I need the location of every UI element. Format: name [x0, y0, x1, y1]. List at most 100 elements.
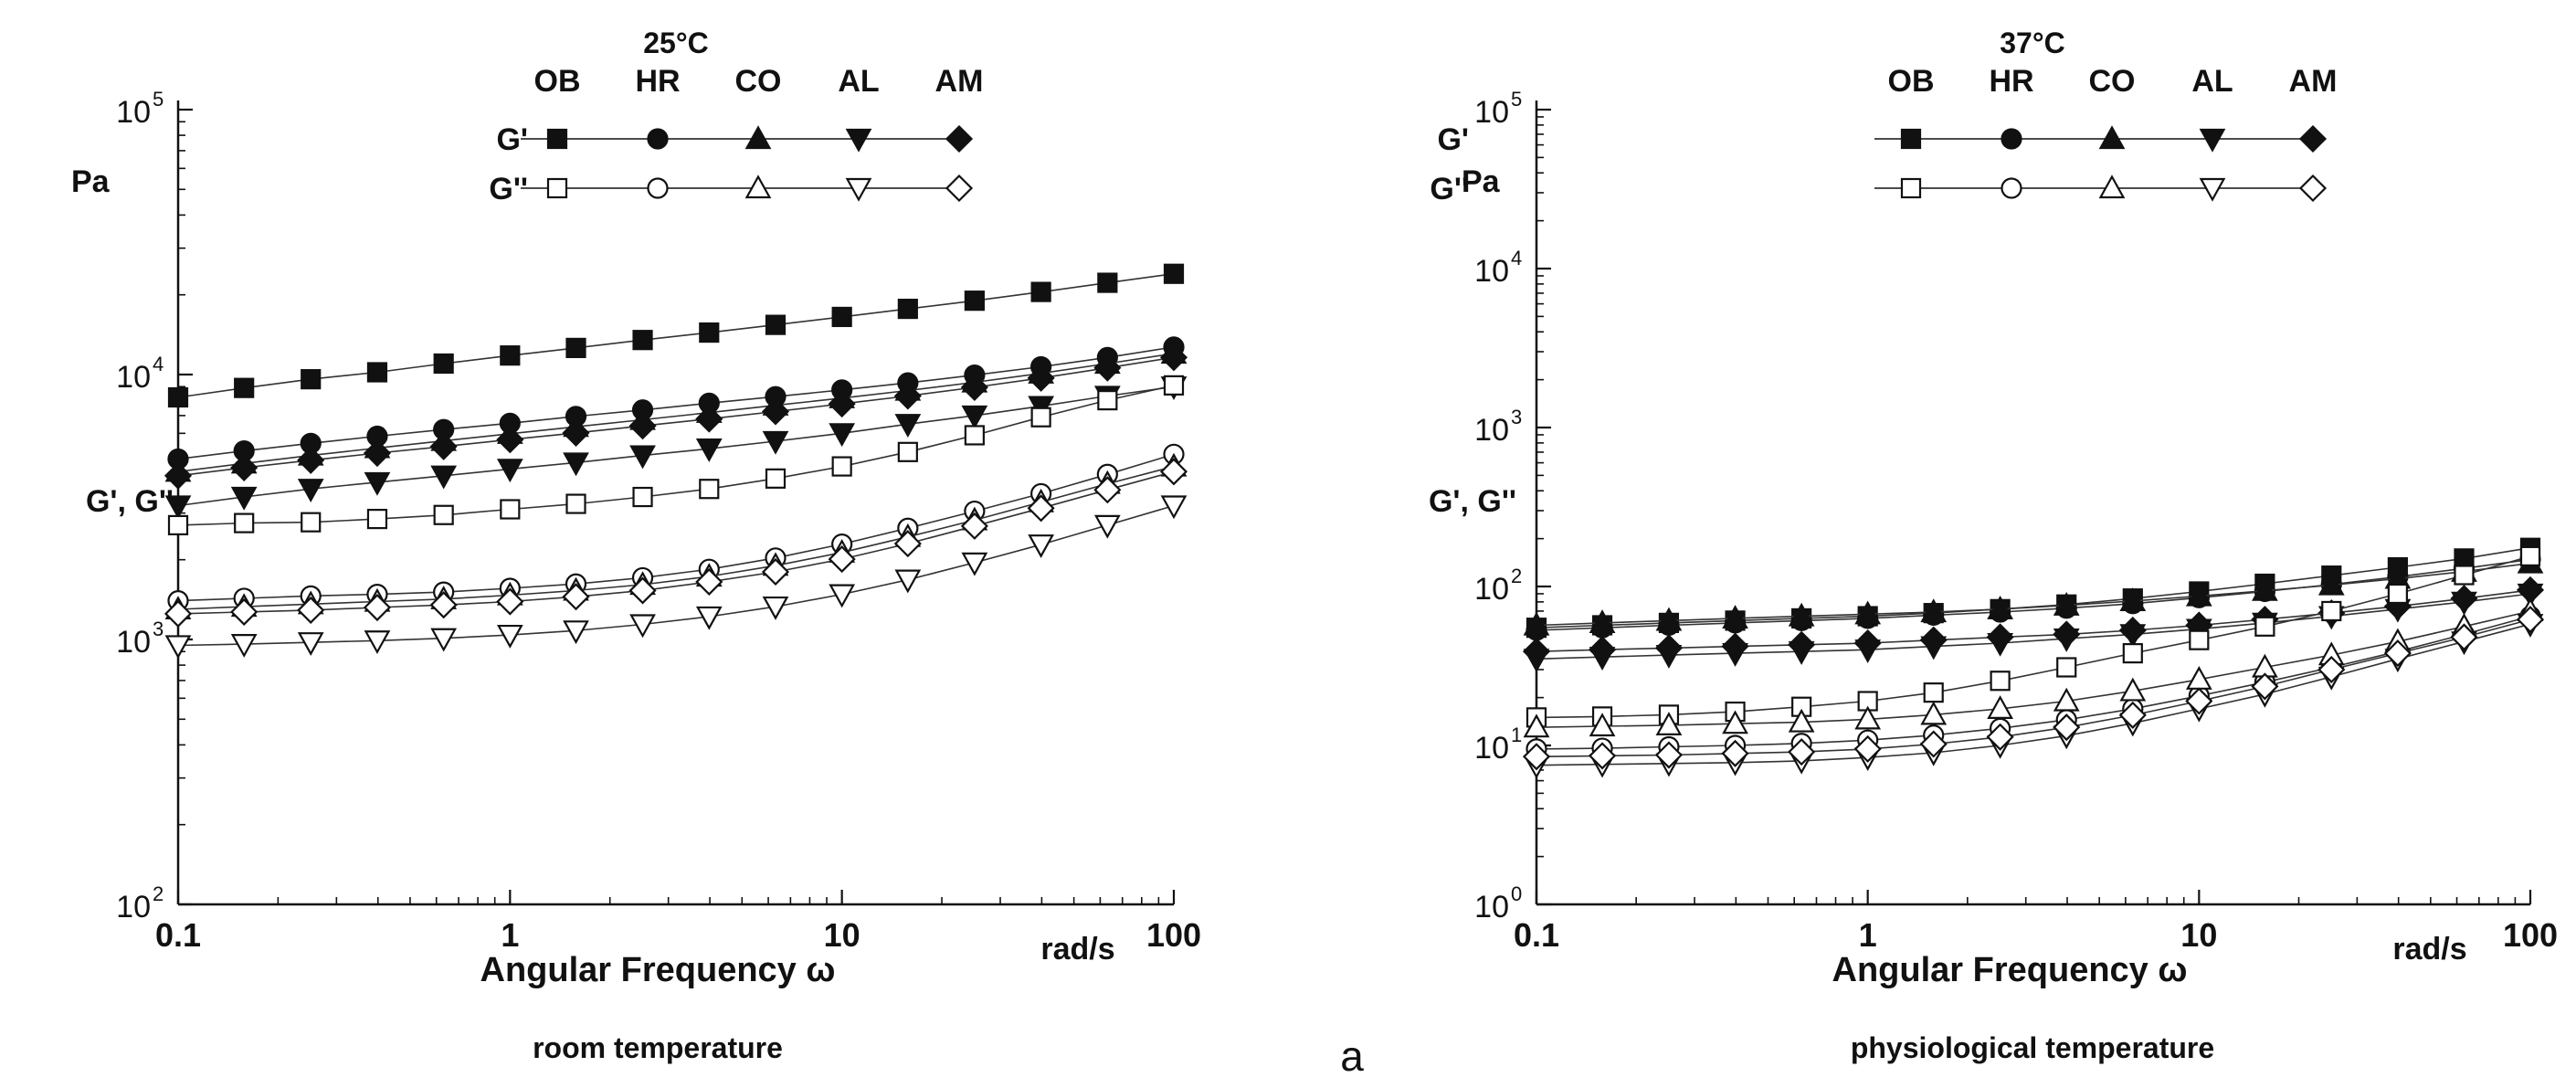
y-tick-label: 10 [1474, 890, 1509, 924]
data-point [1919, 730, 1948, 758]
data-point [761, 557, 790, 586]
y-tick-label: 10 [1474, 413, 1509, 448]
data-point [1093, 514, 1121, 539]
y-tick-exponent: 1 [1511, 724, 1522, 746]
data-point [1722, 710, 1748, 734]
data-point [1853, 734, 1882, 763]
data-point [1920, 598, 1948, 623]
data-point [2122, 643, 2143, 664]
legend-marker [2298, 124, 2328, 153]
data-point [1721, 739, 1749, 767]
data-point [695, 606, 723, 630]
x-tick-label: 1 [501, 916, 519, 954]
data-point [761, 397, 790, 426]
data-point [897, 298, 918, 320]
data-point [828, 390, 856, 418]
data-point [897, 441, 918, 462]
data-point [167, 514, 189, 536]
y-tick-exponent: 0 [1511, 882, 1522, 905]
figure-label: a [1340, 1032, 1364, 1080]
data-point [964, 290, 985, 312]
data-point [1854, 705, 1882, 730]
legend-marker [546, 177, 568, 199]
legend-marker [1900, 177, 1922, 199]
data-point [829, 423, 856, 448]
data-point [699, 322, 720, 343]
series-am-loss [164, 458, 1188, 628]
y-unit-label: Pa [71, 164, 111, 199]
data-point [565, 337, 586, 358]
data-point [297, 446, 325, 474]
legend-row-label: G' [1437, 122, 1469, 157]
y-tick-exponent: 5 [153, 88, 164, 111]
y-tick-exponent: 4 [153, 353, 164, 375]
data-point [2387, 583, 2408, 605]
series-am-storage [164, 343, 1188, 490]
data-point [1093, 354, 1122, 382]
data-point [2185, 582, 2212, 607]
legend-marker [945, 124, 974, 153]
data-point [1027, 364, 1055, 392]
legend-row-label: G'' [1430, 172, 1469, 206]
data-point [2519, 545, 2541, 566]
data-point [831, 306, 852, 328]
legend-sample-label: HR [635, 64, 680, 99]
data-point [1159, 343, 1188, 372]
data-point [1522, 743, 1551, 771]
series-co-storage [1523, 549, 2544, 636]
data-point [828, 545, 856, 574]
data-point [2516, 606, 2545, 634]
legend-marker [845, 128, 872, 153]
data-point [2053, 713, 2081, 742]
legend-marker [2199, 128, 2226, 153]
data-point [1030, 281, 1051, 302]
y-tick-label: 10 [116, 890, 151, 924]
data-point [301, 512, 322, 533]
data-point [164, 599, 193, 628]
legend-marker [2298, 174, 2328, 203]
data-point [1788, 708, 1815, 733]
data-point [1588, 742, 1617, 770]
y-unit-label: Pa [1462, 164, 1501, 199]
data-point [1163, 263, 1185, 284]
legend-marker [2098, 174, 2126, 199]
data-point [762, 430, 789, 455]
data-point [563, 620, 589, 645]
data-point [366, 362, 388, 383]
data-point [961, 405, 988, 429]
legend: OB HR CO AL AM G' G'' [489, 64, 983, 206]
legend-sample-label: AL [2191, 64, 2233, 99]
data-point [164, 635, 192, 660]
series-line [1536, 593, 2531, 660]
legend-marker [744, 174, 772, 199]
data-point [1159, 458, 1188, 486]
data-point [1788, 738, 1816, 766]
series-line [177, 386, 1175, 507]
data-point [695, 567, 723, 596]
y-tick-exponent: 5 [1511, 88, 1522, 111]
data-point [1655, 607, 1683, 631]
data-point [1990, 671, 2011, 692]
data-point [1523, 611, 1550, 636]
data-point [2056, 657, 2077, 678]
data-point [695, 438, 723, 462]
y-tick-exponent: 3 [1511, 406, 1522, 428]
data-point [960, 373, 988, 402]
data-point [167, 386, 189, 408]
data-point [2450, 623, 2478, 651]
y-tick-label: 10 [116, 95, 151, 130]
data-point [961, 552, 988, 576]
data-point [1654, 634, 1684, 662]
series-line [177, 453, 1175, 602]
data-point [297, 596, 325, 624]
series-am-loss [1522, 606, 2545, 771]
legend-marker [945, 174, 974, 203]
data-point [234, 512, 255, 533]
data-point [699, 479, 720, 500]
data-point [1589, 713, 1616, 737]
data-point [500, 499, 521, 520]
data-point [1986, 723, 2014, 751]
data-point [2119, 587, 2147, 612]
